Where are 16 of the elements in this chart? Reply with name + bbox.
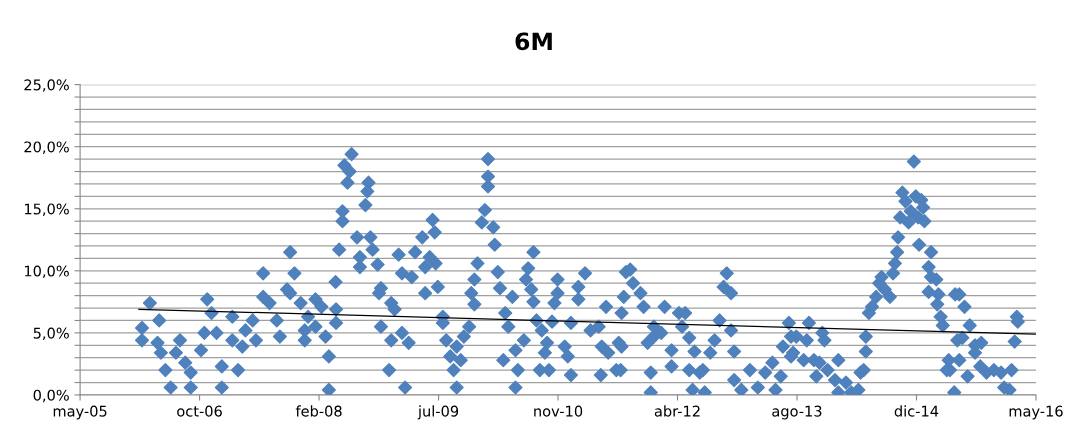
x-tick-label: abr-12	[654, 405, 700, 417]
y-tick-label: 20,0%	[24, 141, 69, 154]
y-tick-label: 25,0%	[24, 79, 69, 92]
y-tick-label: 15,0%	[24, 203, 69, 216]
x-tick-label: ago-13	[772, 405, 822, 420]
x-tick-label: dic-14	[894, 405, 939, 417]
x-tick-label: nov-10	[534, 405, 583, 417]
y-tick-label: 5,0%	[33, 327, 69, 341]
x-tick-label: oct-06	[177, 405, 222, 417]
y-tick-label: 10,0%	[24, 265, 69, 279]
x-tick-label: feb-08	[295, 405, 342, 417]
y-tick-label: 0,0%	[33, 389, 69, 403]
x-tick-label: jul-09	[417, 405, 459, 420]
x-tick-label: may-05	[53, 405, 107, 420]
chart-title: 6M	[515, 32, 552, 51]
x-tick-label: may-16	[1009, 405, 1063, 420]
